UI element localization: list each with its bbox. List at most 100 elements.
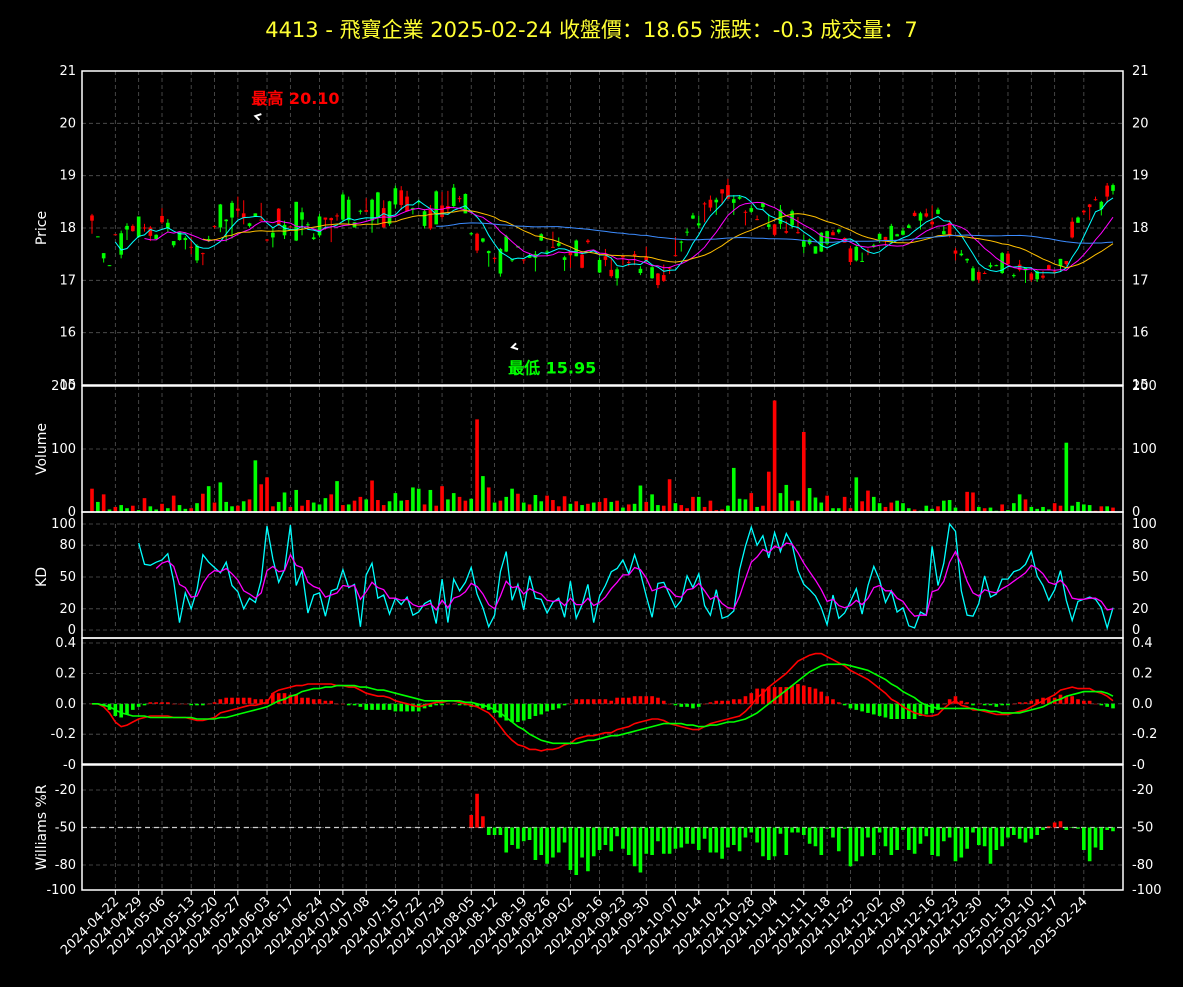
- williams-bar: [947, 827, 952, 838]
- williams-bar: [912, 827, 917, 854]
- williams-bar: [1012, 827, 1016, 835]
- candle-body: [428, 209, 433, 229]
- volume-bar: [481, 476, 485, 512]
- macd-histogram-bar: [626, 697, 631, 704]
- candle-body: [1012, 275, 1016, 277]
- macd-histogram-bar: [813, 688, 818, 704]
- candle-body: [136, 216, 141, 237]
- macd-histogram-bar: [1012, 703, 1016, 705]
- volume-bar: [1087, 505, 1092, 512]
- candle-body: [335, 215, 339, 217]
- candle-body: [755, 219, 759, 221]
- candle-body: [212, 225, 217, 227]
- williams-ytick-left: -20: [55, 783, 76, 798]
- macd-ytick-left: 0.0: [55, 697, 76, 712]
- macd-histogram-bar: [346, 703, 351, 706]
- macd-histogram-bar: [457, 703, 462, 706]
- candle-body: [131, 225, 135, 232]
- williams-bar: [813, 827, 818, 847]
- macd-histogram-bar: [982, 703, 987, 706]
- volume-bar: [615, 500, 619, 512]
- candle-body: [889, 225, 894, 243]
- candle-body: [422, 211, 427, 226]
- macd-panel: -0.2 -0.2 0.0 0.0 0.2 0.2 0.4 0.4: [51, 636, 1157, 765]
- macd-histogram-bar: [306, 697, 310, 704]
- macd-histogram-bar: [195, 703, 199, 706]
- volume-bar: [673, 503, 678, 512]
- macd-histogram-bar: [1064, 696, 1069, 704]
- macd-histogram-bar: [160, 702, 164, 704]
- williams-bar: [749, 827, 754, 833]
- price-ylabel: Price: [34, 211, 50, 245]
- candle-body: [1047, 265, 1051, 270]
- macd-histogram-bar: [883, 703, 888, 718]
- candle-body: [796, 232, 800, 234]
- volume-bar: [574, 501, 579, 512]
- macd-histogram-bar: [341, 703, 345, 705]
- williams-bar: [755, 827, 759, 843]
- williams-bar: [475, 793, 479, 828]
- volume-bar: [1012, 503, 1016, 512]
- macd-histogram-bar: [819, 691, 824, 704]
- macd-histogram-bar: [696, 703, 701, 707]
- candle-body: [656, 273, 660, 286]
- macd-histogram-bar: [440, 703, 444, 706]
- candle-body: [574, 240, 579, 257]
- volume-bar: [399, 500, 404, 512]
- williams-bar: [766, 827, 771, 860]
- williams-bar: [1070, 827, 1074, 828]
- volume-bar: [936, 506, 940, 512]
- williams-bar: [1105, 827, 1109, 830]
- candle-body: [387, 201, 392, 224]
- price-ytick-left: 15: [59, 378, 76, 393]
- macd-histogram-bar: [936, 703, 940, 710]
- volume-bar: [714, 510, 719, 512]
- volume-bar: [521, 502, 526, 512]
- kd-ytick-right: 0: [1132, 623, 1140, 638]
- macd-histogram-bar: [1076, 699, 1080, 704]
- volume-bar: [877, 503, 882, 512]
- williams-bar: [906, 827, 911, 850]
- volume-bar: [1047, 509, 1051, 512]
- kd-ytick-left: 20: [59, 602, 76, 617]
- williams-bar: [982, 827, 987, 847]
- low-arrow: [510, 342, 519, 351]
- candle-body: [965, 258, 969, 261]
- candle-body: [265, 239, 269, 241]
- williams-bar: [1064, 827, 1069, 830]
- williams-bar: [545, 827, 549, 864]
- volume-bar: [288, 506, 293, 512]
- macd-histogram-bar: [988, 703, 993, 706]
- volume-bar: [591, 502, 596, 512]
- volume-bar: [801, 431, 806, 512]
- candle-body: [895, 234, 899, 237]
- williams-bar: [533, 827, 538, 860]
- candle-body: [481, 238, 485, 242]
- candle-body: [947, 222, 952, 235]
- macd-ytick-right: -0.2: [1132, 727, 1157, 742]
- williams-bar: [626, 827, 631, 855]
- macd-histogram-bar: [475, 703, 479, 707]
- candle-body: [801, 241, 806, 247]
- macd-histogram-bar: [1082, 700, 1086, 704]
- macd-histogram-bar: [148, 702, 153, 704]
- volume-bar: [189, 508, 193, 512]
- candle-body: [486, 251, 491, 254]
- volume-bar: [171, 495, 176, 512]
- williams-bar: [1076, 827, 1080, 829]
- volume-bar: [737, 498, 742, 512]
- candle-body: [189, 246, 193, 248]
- williams-bar: [1093, 827, 1098, 848]
- volume-bar: [947, 500, 952, 512]
- macd-histogram-bar: [860, 703, 864, 712]
- williams-bar: [661, 827, 666, 854]
- candle-body: [247, 223, 252, 226]
- volume-bar: [317, 504, 322, 512]
- volume-ytick-right: 200: [1132, 379, 1157, 394]
- volume-bar: [201, 493, 205, 512]
- candle-body: [743, 211, 748, 213]
- candle-body: [201, 253, 205, 255]
- volume-bar: [206, 486, 211, 512]
- macd-histogram-bar: [761, 688, 765, 704]
- candle-body: [393, 188, 398, 205]
